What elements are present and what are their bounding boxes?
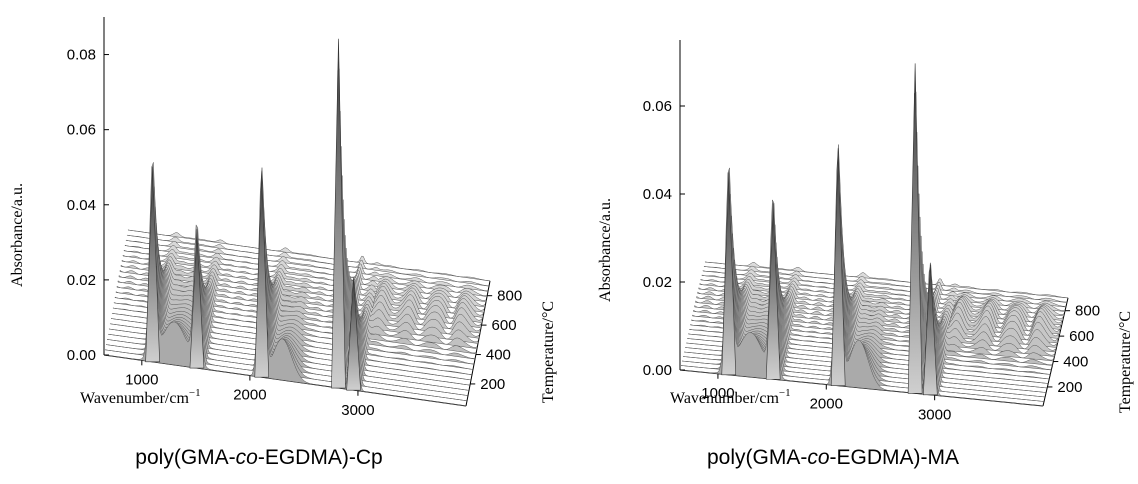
peak-0 <box>145 166 160 363</box>
y-tick-label: 0.00 <box>67 347 96 364</box>
peak-marks <box>721 63 938 396</box>
peak-1 <box>189 229 205 369</box>
y-axis-label: Absorbance/a.u. <box>597 198 614 302</box>
z-tick-label: 800 <box>1075 303 1100 320</box>
peak-4 <box>346 277 361 391</box>
z-tick-label: 800 <box>497 288 522 305</box>
x-tick-label: 3000 <box>918 406 951 423</box>
y-tick-label: 0.06 <box>643 98 672 115</box>
x-tick-label: 2000 <box>810 396 843 413</box>
spectrum-slice <box>111 258 475 365</box>
z-axis-label: Temperature/°C <box>540 301 557 403</box>
spectrum-slice <box>704 261 1069 299</box>
peak-3 <box>331 38 346 389</box>
chart-panel-left: 0.00 0.02 0.04 0.06 0.08 1000 2000 3000 200 400 60… <box>9 17 557 419</box>
chart-panel-right: 0.00 0.02 0.04 0.06 1000 2000 3000 200 400 600 800… <box>597 40 1134 423</box>
spectrum-slice <box>126 234 490 287</box>
z-axis-label: Temperature/°C <box>1117 311 1134 413</box>
y-ticks: 0.00 0.02 0.04 0.06 0.08 <box>67 47 109 364</box>
y-tick-label: 0.02 <box>67 272 96 289</box>
x-axis-label: Wavenumber/cm−1 <box>80 387 201 407</box>
z-ticks: 200 400 600 800 <box>470 288 522 393</box>
peak-2 <box>254 170 270 378</box>
spectrum-slice <box>689 281 1053 366</box>
z-ticks: 200 400 600 800 <box>1047 303 1100 396</box>
z-tick-label: 400 <box>1063 354 1088 371</box>
x-tick-label: 3000 <box>341 402 374 419</box>
peak-marks <box>145 38 361 391</box>
x-tick-label: 1000 <box>701 385 734 402</box>
y-tick-label: 0.04 <box>67 197 96 214</box>
spectrum-slice <box>125 239 489 292</box>
peak-4 <box>922 262 938 396</box>
y-tick-label: 0.08 <box>67 47 96 64</box>
spectra-surface <box>103 68 491 407</box>
z-tick-label: 200 <box>1057 379 1082 396</box>
spectrum-slice <box>114 270 478 349</box>
chart-title-right: poly(GMA-co-EGDMA)-MA <box>706 446 960 469</box>
peak-1 <box>765 203 781 380</box>
spectra-surface <box>679 91 1069 407</box>
x-tick-label: 2000 <box>233 387 266 404</box>
z-tick-label: 400 <box>486 347 511 364</box>
y-ticks: 0.00 0.02 0.04 0.06 <box>643 98 685 379</box>
z-tick-label: 600 <box>1069 328 1094 345</box>
y-tick-label: 0.02 <box>643 274 672 291</box>
z-tick-label: 600 <box>492 317 517 334</box>
x-ticks: 1000 2000 3000 <box>701 373 951 423</box>
peak-0 <box>721 172 737 376</box>
spectrum-slice <box>110 247 474 370</box>
x-ticks: 1000 2000 3000 <box>125 360 375 419</box>
peak-2 <box>830 148 846 386</box>
y-tick-label: 0.04 <box>643 186 672 203</box>
chart-title-left: poly(GMA-co-EGDMA)-Cp <box>135 446 383 469</box>
y-tick-label: 0.00 <box>643 362 672 379</box>
peak-3 <box>907 63 923 394</box>
z-tick-label: 200 <box>480 376 505 393</box>
spectrum-slice <box>127 229 491 282</box>
x-axis-label: Wavenumber/cm−1 <box>670 387 791 407</box>
x-tick-label: 1000 <box>125 371 158 388</box>
y-axis-label: Absorbance/a.u. <box>9 183 26 287</box>
y-tick-label: 0.06 <box>67 122 96 139</box>
